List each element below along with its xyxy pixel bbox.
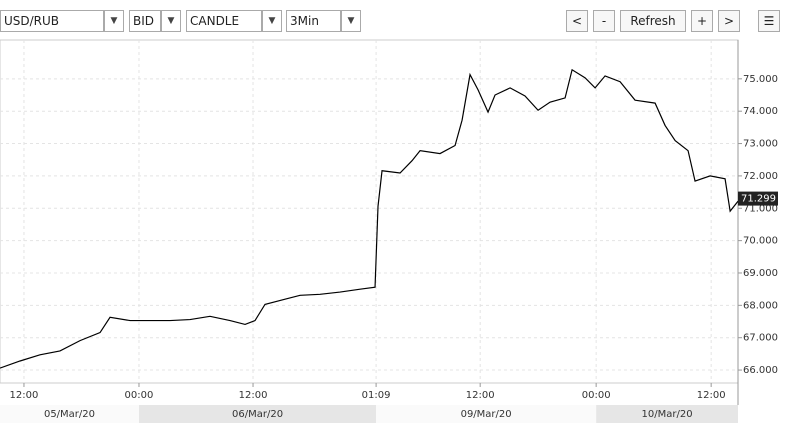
side-select[interactable]: BID — [129, 10, 161, 32]
x-tick-label: 12:00 — [239, 390, 268, 401]
date-band — [596, 405, 738, 423]
y-tick-label: 66.000 — [743, 365, 778, 376]
date-band — [376, 405, 597, 423]
date-band — [0, 405, 139, 423]
y-tick-label: 73.000 — [743, 139, 778, 150]
interval-select[interactable]: 3Min — [286, 10, 341, 32]
symbol-select[interactable]: USD/RUB — [0, 10, 104, 32]
price-line — [0, 68, 739, 369]
y-tick-label: 72.000 — [743, 171, 778, 182]
pct-chg-label: %Chg — [142, 43, 172, 54]
x-tick-label: 01:09 — [362, 390, 391, 401]
y-tick-label: 67.000 — [743, 333, 778, 344]
menu-button[interactable]: ☰ — [758, 10, 780, 32]
x-tick-label: 12:00 — [697, 390, 726, 401]
zoom-out-button[interactable]: - — [593, 10, 615, 32]
dropdown-arrow[interactable]: ▼ — [341, 10, 361, 32]
refresh-button[interactable]: Refresh — [620, 10, 686, 32]
last-price-box — [738, 191, 778, 206]
plot-frame — [0, 39, 739, 384]
x-tick-label: 12:00 — [10, 390, 39, 401]
dropdown-arrow[interactable]: ▼ — [262, 10, 282, 32]
x-tick-label: 00:00 — [125, 390, 154, 401]
y-tick-label: 74.000 — [743, 106, 778, 117]
prev-button[interactable]: < — [566, 10, 588, 32]
next-button[interactable]: > — [718, 10, 740, 32]
bid-label: Bid — [6, 43, 22, 54]
date-label: 06/Mar/20 — [232, 409, 283, 420]
pct-chg: -4.45% — [171, 43, 207, 54]
date-label: 09/Mar/20 — [461, 409, 512, 420]
x-tick-label: 12:00 — [466, 390, 495, 401]
y-tick-label: 70.000 — [743, 236, 778, 247]
y-tick-label: 68.000 — [743, 300, 778, 311]
dropdown-arrow[interactable]: ▼ — [161, 10, 181, 32]
dropdown-arrow[interactable]: ▼ — [104, 10, 124, 32]
y-tick-label: 69.000 — [743, 268, 778, 279]
bid: 71.299 — [25, 43, 61, 54]
zoom-in-button[interactable]: + — [691, 10, 713, 32]
date-label: 10/Mar/20 — [642, 409, 693, 420]
y-tick-label: 75.000 — [743, 74, 778, 85]
x-tick-label: 00:00 — [582, 390, 611, 401]
style-select[interactable]: CANDLE — [186, 10, 262, 32]
date-label: 05/Mar/20 — [44, 409, 95, 420]
y-tick-label: 71.000 — [743, 203, 778, 214]
quote-header: Bid 71.299 Net Chg -3.319 %Chg-4.45% — [6, 43, 207, 54]
net-chg: -3.319 — [106, 43, 140, 54]
date-band — [138, 405, 377, 423]
net-chg-label: Net Chg — [63, 43, 104, 54]
last-price-label: 71.299 — [741, 194, 776, 205]
